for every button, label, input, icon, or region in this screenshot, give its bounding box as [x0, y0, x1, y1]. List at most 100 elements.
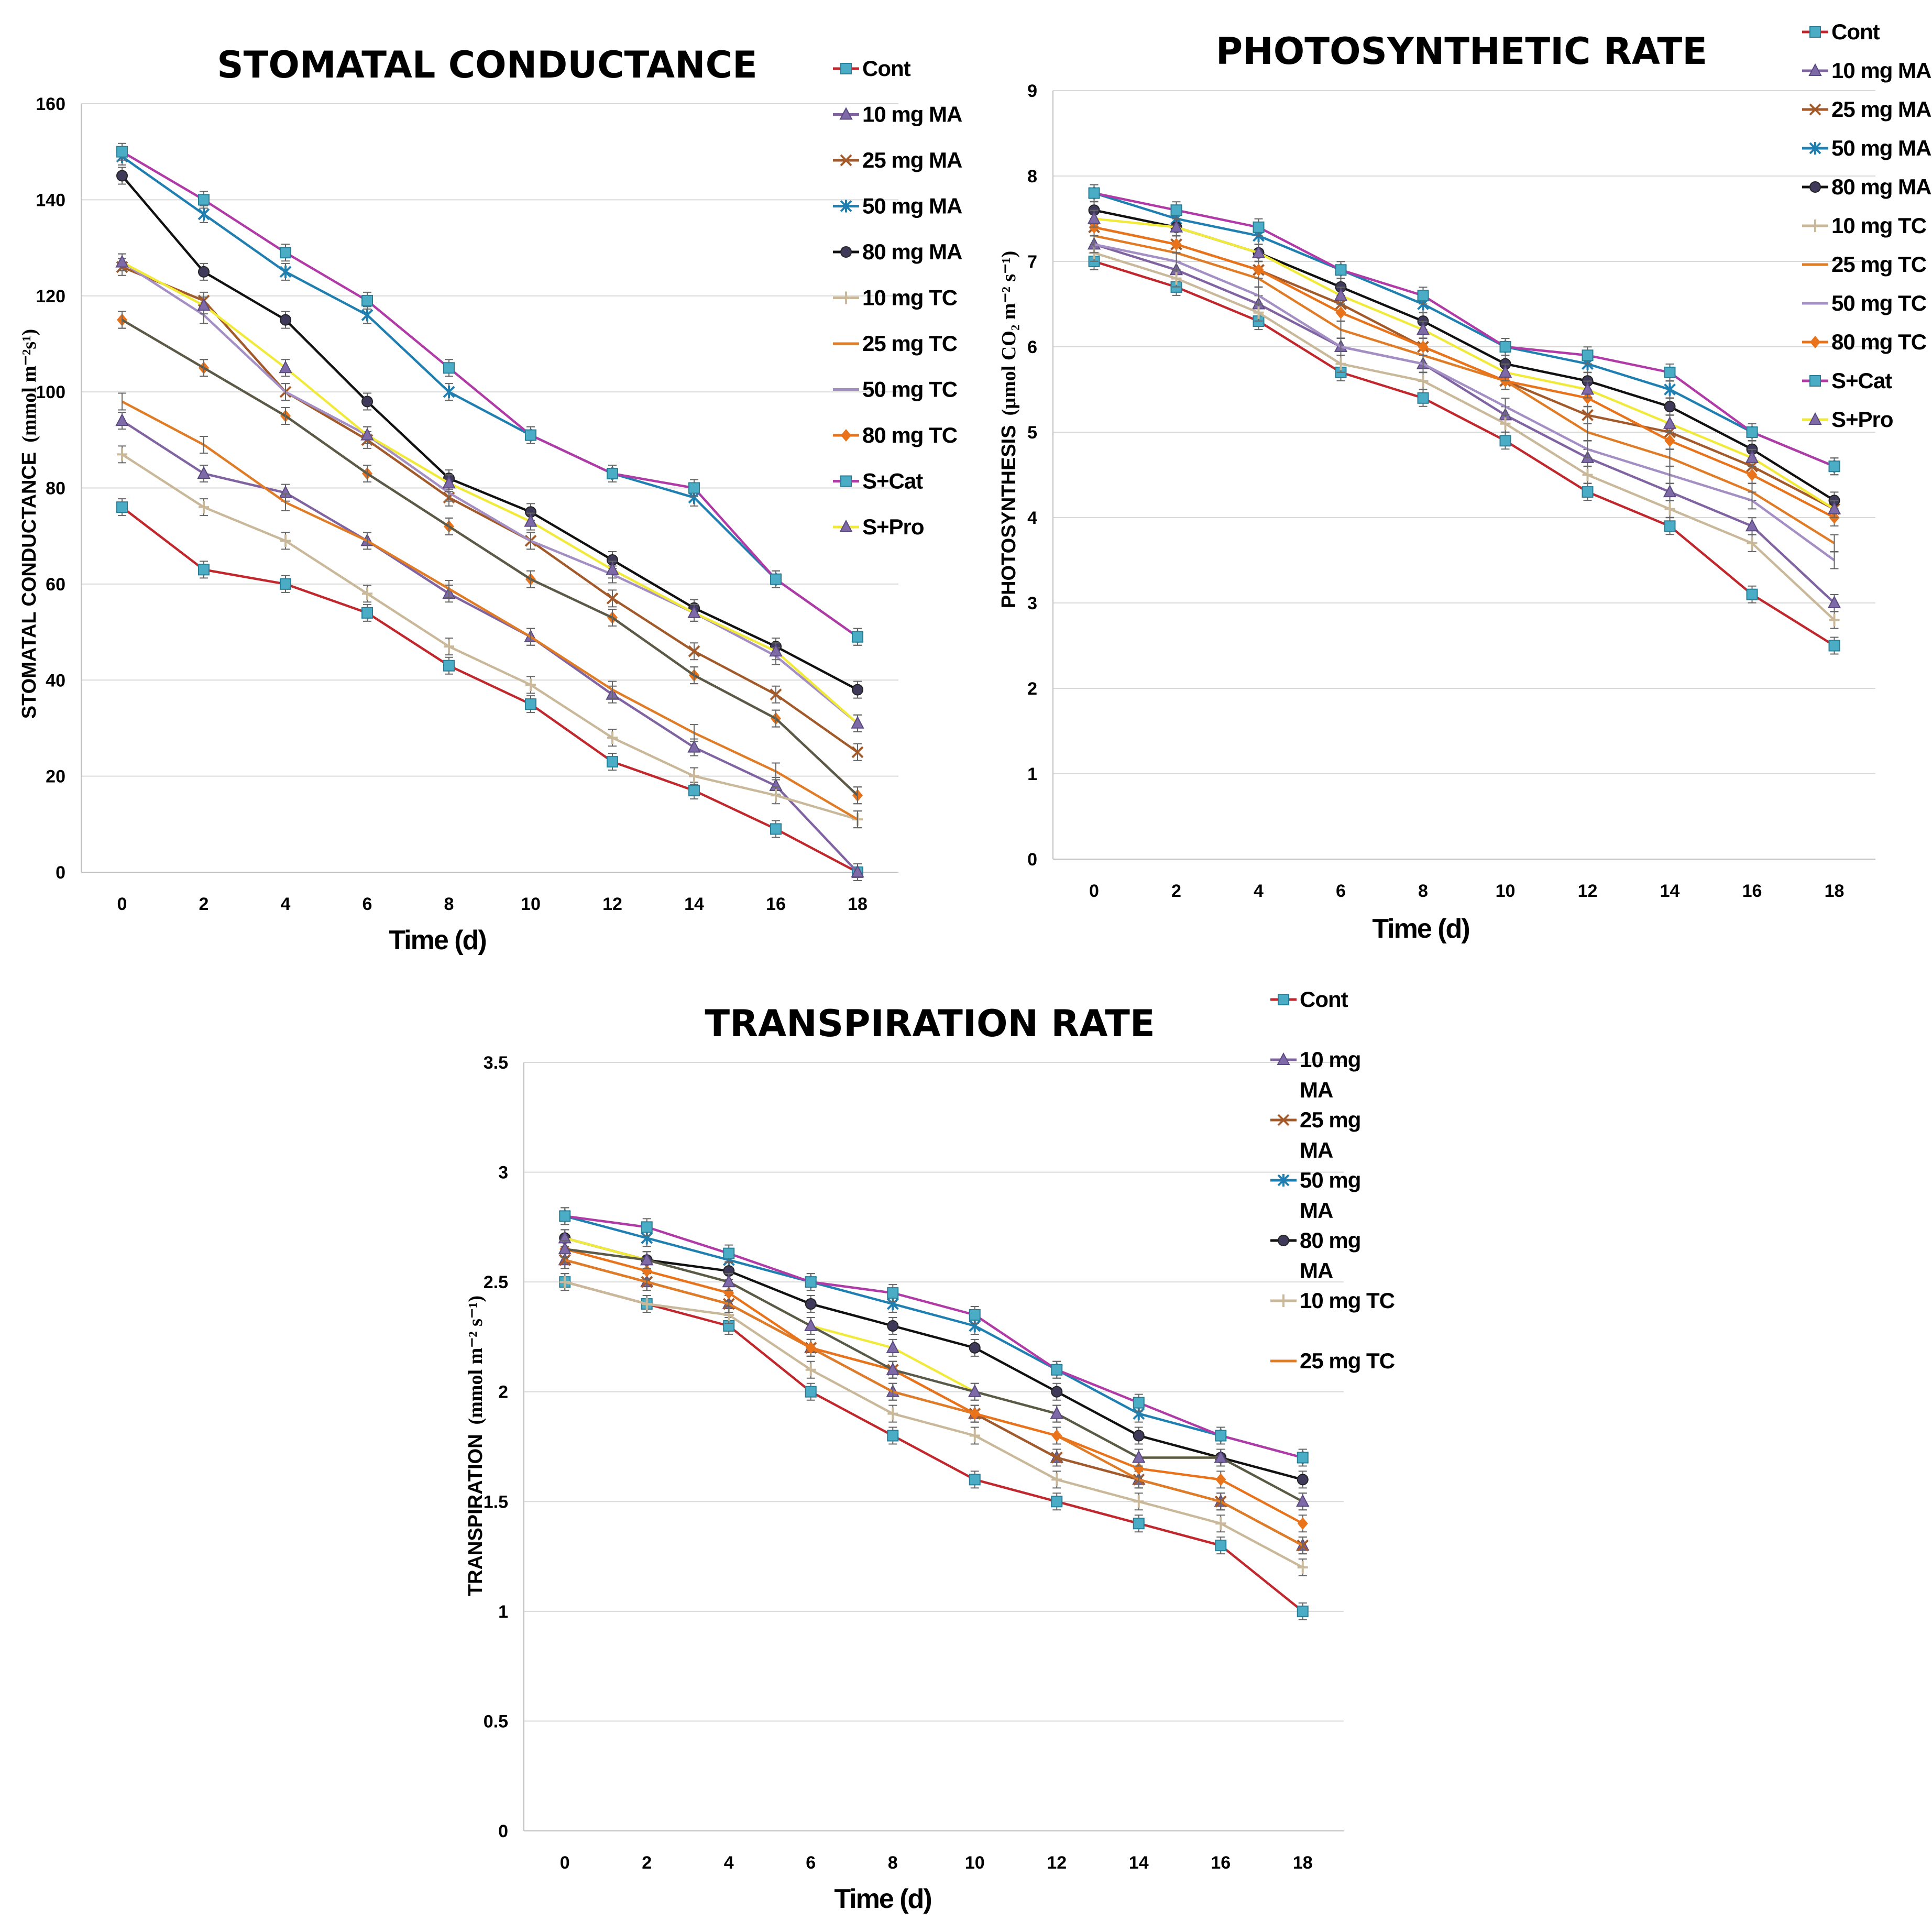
x-tick-label: 12 [1047, 1853, 1067, 1873]
series-extra-marker [886, 1362, 899, 1375]
series-cont-marker [887, 1430, 899, 1442]
x-tick-label: 8 [888, 1853, 898, 1873]
series-10-mg-tc-marker [887, 1407, 898, 1420]
series-s-pro-marker [279, 360, 292, 374]
series-s-cat-marker [1664, 366, 1676, 378]
series-10-mg-tc-marker [1747, 536, 1758, 550]
series-10-mg-ma-marker [1745, 519, 1759, 532]
series-s-cat-marker [641, 1221, 653, 1233]
series-80-mg-tc-marker [723, 1287, 734, 1300]
series-80-mg-ma [559, 1229, 1309, 1489]
series-s-pro-marker [1580, 382, 1595, 395]
series-80-mg-tc [117, 311, 863, 805]
series-s-cat-marker [805, 1276, 817, 1288]
series-80-mg-tc-marker [641, 1265, 652, 1278]
series-cont-line [564, 1280, 1304, 1612]
series-50-mg-ma-line [564, 1215, 1303, 1459]
y-tick-label: 1 [498, 1602, 508, 1622]
legend-entry-50-mg-ma: 50 mg MA [1802, 136, 1932, 160]
series-s-pro-line [121, 261, 859, 724]
series-80-mg-ma [116, 167, 863, 699]
x-tick-label: 10 [521, 894, 541, 914]
legend-entry-80-mg-ma: 80 mg MA [1802, 174, 1932, 199]
series-10-mg-ma [115, 412, 864, 881]
series-50-mg-tc-line [1094, 243, 1835, 562]
series-25-mg-tc-error-bar [853, 810, 862, 829]
series-cont [116, 498, 863, 881]
series-s-cat-marker [1335, 264, 1347, 276]
x-tick-label: 2 [642, 1853, 652, 1873]
series-extra-marker [558, 1242, 572, 1255]
x-tick-label: 2 [199, 894, 209, 914]
series-s-cat-marker [770, 573, 782, 585]
series-25-mg-ma-marker [770, 688, 782, 701]
x-tick-label: 16 [1211, 1853, 1231, 1873]
series-extra-marker [1296, 1494, 1310, 1507]
series-25-mg-tc-error-bar [1298, 1536, 1307, 1555]
legend-entry-cont: Cont [1270, 987, 1349, 1012]
series-s-cat [559, 1207, 1309, 1467]
y-tick-label: 6 [1027, 337, 1037, 357]
series-10-mg-tc-marker [362, 587, 372, 600]
series-80-mg-ma [1088, 201, 1840, 510]
series-10-mg-tc-marker [641, 1298, 652, 1311]
series-10-mg-tc-marker [1297, 1561, 1308, 1574]
series-10-mg-tc [117, 445, 863, 829]
series-10-mg-tc-marker [280, 534, 291, 547]
legend-entry-10-mg-ma-marker [1808, 63, 1822, 76]
series-s-pro-marker [524, 514, 537, 527]
legend-entry-s-pro: S+Pro [1802, 407, 1894, 432]
series-50-mg-ma-marker [197, 207, 210, 221]
legend-label: S+Cat [862, 469, 923, 493]
series-extra-error-bar [690, 666, 698, 685]
series-cont-marker [198, 564, 210, 576]
series-25-mg-tc-line [1094, 234, 1835, 544]
legend-entry-cont: Cont [1802, 19, 1881, 44]
series-10-mg-ma-marker [851, 864, 864, 877]
legend-label: 50 mg MA [1831, 136, 1931, 160]
stomatal-conductance-chart: STOMATAL CONDUCTANCE02040608010012014016… [18, 43, 963, 956]
series-cont-marker [805, 1386, 817, 1398]
series-10-mg-ma-marker [1827, 595, 1841, 608]
series-s-cat-marker [1170, 204, 1182, 216]
y-axis-label-unit: (µmol CO₂ m⁻² s⁻¹) [998, 251, 1020, 416]
series-s-cat-marker [1297, 1452, 1309, 1464]
legend-label: 80 mg MA [1831, 174, 1931, 199]
x-tick-label: 14 [1660, 881, 1680, 901]
legend-label: 25 mg [1300, 1107, 1360, 1132]
series-80-mg-tc-marker [1747, 468, 1758, 481]
series-10-mg-tc-marker [771, 789, 781, 802]
series-extra-marker [1132, 1450, 1146, 1463]
series-25-mg-tc-error-bar [1216, 1492, 1225, 1511]
series-80-mg-tc-marker [1171, 238, 1182, 251]
x-tick-label: 16 [766, 894, 786, 914]
legend-entry-25-mg-tc: 25 mg TC [1802, 252, 1927, 277]
y-axis-label: PHOTOSYNTHESIS (µmol CO₂ m⁻² s⁻¹) [998, 251, 1020, 608]
y-tick-label: 20 [46, 767, 65, 787]
series-80-mg-tc-marker [1215, 1473, 1226, 1486]
legend-entry-s-cat-marker [840, 475, 852, 487]
series-10-mg-tc-marker [444, 640, 454, 653]
x-tick-label: 14 [684, 894, 704, 914]
series-10-mg-tc-marker [1133, 1495, 1144, 1508]
y-tick-label: 0.5 [484, 1711, 508, 1731]
series-cont-marker [1499, 435, 1511, 447]
series-extra-marker [968, 1384, 982, 1397]
series-cont-marker [1051, 1496, 1063, 1508]
series-s-pro-marker [1334, 288, 1348, 301]
y-axis-label-main: TRANSPIRATION [465, 1434, 487, 1596]
x-tick-label: 0 [117, 894, 127, 914]
series-50-mg-ma-line [1093, 192, 1835, 468]
legend-label: MA [1300, 1198, 1333, 1223]
series-extra-line [565, 1248, 1303, 1503]
series-10-mg-ma-marker [115, 413, 129, 426]
legend-entry-25-mg-ma-marker [840, 154, 852, 167]
x-tick-label: 16 [1742, 881, 1762, 901]
legend-label: 10 mg MA [862, 102, 962, 127]
series-10-mg-tc-line [564, 1280, 1303, 1568]
series-25-mg-tc [118, 392, 862, 829]
series-80-mg-ma-marker [852, 684, 863, 696]
series-50-mg-tc-error-bar [1336, 338, 1345, 356]
y-tick-label: 2.5 [484, 1272, 508, 1292]
x-tick-label: 6 [363, 894, 372, 914]
